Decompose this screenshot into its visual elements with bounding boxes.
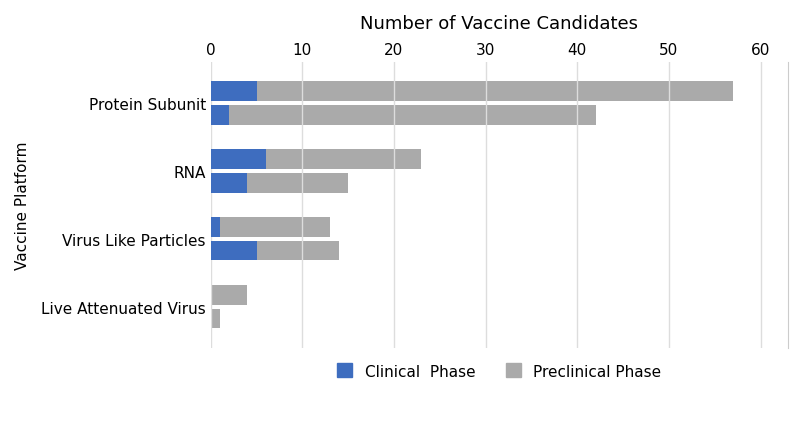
Y-axis label: Vaccine Platform: Vaccine Platform bbox=[15, 141, 30, 270]
Title: Number of Vaccine Candidates: Number of Vaccine Candidates bbox=[360, 15, 638, 33]
Bar bbox=[210, 82, 256, 102]
Bar bbox=[210, 218, 330, 237]
Bar bbox=[210, 173, 348, 193]
Bar bbox=[210, 173, 247, 193]
Bar bbox=[210, 150, 421, 170]
Legend: Clinical  Phase, Preclinical Phase: Clinical Phase, Preclinical Phase bbox=[329, 356, 668, 386]
Bar bbox=[210, 82, 732, 102]
Bar bbox=[210, 309, 220, 329]
Bar bbox=[210, 150, 265, 170]
Bar bbox=[210, 106, 229, 126]
Bar bbox=[210, 241, 338, 261]
Bar bbox=[210, 286, 247, 305]
Bar bbox=[210, 218, 220, 237]
Bar bbox=[210, 241, 256, 261]
Bar bbox=[210, 106, 595, 126]
